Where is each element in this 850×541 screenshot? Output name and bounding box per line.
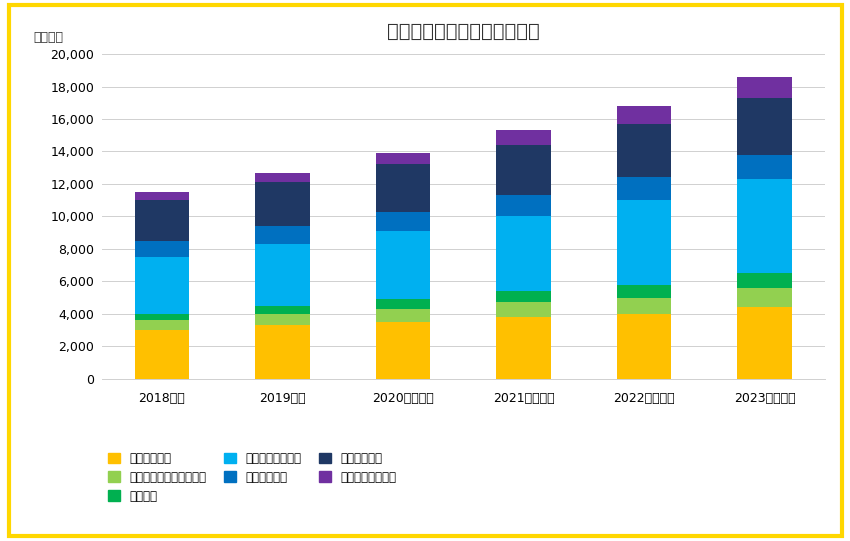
Bar: [135, 257, 189, 314]
Bar: [255, 325, 309, 379]
Bar: [496, 130, 551, 145]
Bar: [255, 226, 309, 244]
Bar: [376, 153, 430, 164]
Bar: [376, 322, 430, 379]
Text: （億円）: （億円）: [33, 31, 64, 44]
Legend: 業務システム, デジタルマーケティング, 情報分析, コラボレーション, ミドルウェア, データベース, 運用・管理ツール: 業務システム, デジタルマーケティング, 情報分析, コラボレーション, ミドル…: [108, 452, 396, 503]
Bar: [496, 302, 551, 317]
Bar: [617, 106, 672, 124]
Bar: [496, 216, 551, 291]
Bar: [496, 195, 551, 216]
Bar: [135, 241, 189, 257]
Bar: [135, 200, 189, 241]
Bar: [617, 200, 672, 285]
Bar: [617, 177, 672, 200]
Bar: [738, 155, 791, 179]
Bar: [617, 124, 672, 177]
Bar: [376, 164, 430, 212]
Title: ソフトウェア開発の国内市场: ソフトウェア開発の国内市场: [387, 22, 540, 42]
Bar: [135, 320, 189, 330]
Bar: [255, 306, 309, 314]
Bar: [738, 288, 791, 307]
Bar: [255, 173, 309, 182]
Bar: [496, 145, 551, 195]
Bar: [496, 291, 551, 302]
Bar: [255, 182, 309, 226]
Bar: [617, 285, 672, 298]
Bar: [255, 244, 309, 306]
Bar: [135, 330, 189, 379]
Bar: [617, 298, 672, 314]
Bar: [738, 77, 791, 98]
Bar: [738, 307, 791, 379]
Bar: [135, 192, 189, 200]
Bar: [376, 299, 430, 309]
Bar: [496, 317, 551, 379]
Bar: [255, 314, 309, 325]
Bar: [738, 179, 791, 273]
Bar: [738, 98, 791, 155]
Bar: [376, 231, 430, 299]
Bar: [135, 314, 189, 320]
Bar: [376, 309, 430, 322]
Bar: [738, 273, 791, 288]
Bar: [376, 212, 430, 231]
Bar: [617, 314, 672, 379]
